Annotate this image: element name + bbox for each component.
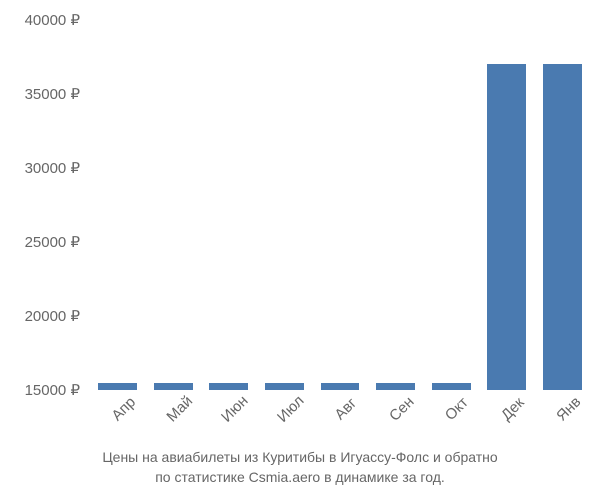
price-chart: 15000 ₽ 20000 ₽ 25000 ₽ 30000 ₽ 35000 ₽ 40000… [0, 0, 600, 500]
x-axis: АпрМайИюнИюлАвгСенОктДекЯнв [90, 395, 590, 445]
y-tick-label: 15000 ₽ [25, 381, 80, 399]
chart-caption: Цены на авиабилеты из Куритибы в Игуассу… [0, 448, 600, 487]
bar-wrap [368, 20, 424, 390]
bar-wrap [257, 20, 313, 390]
y-tick-label: 40000 ₽ [25, 11, 80, 29]
y-tick-label: 20000 ₽ [25, 307, 80, 325]
y-tick-label: 25000 ₽ [25, 233, 80, 251]
y-axis: 15000 ₽20000 ₽25000 ₽30000 ₽35000 ₽40000… [0, 20, 90, 390]
x-tick-label: Июн [209, 383, 278, 452]
bar-wrap [146, 20, 202, 390]
plot-area [90, 20, 590, 390]
caption-line-2: по статистике Csmia.aero в динамике за г… [0, 468, 600, 488]
bar-wrap [535, 20, 591, 390]
y-tick-label: 30000 ₽ [25, 159, 80, 177]
bar-wrap [423, 20, 479, 390]
x-tick-label: Янв [543, 383, 600, 452]
bars-group [90, 20, 590, 390]
x-tick-label: Апр [98, 383, 167, 452]
bar [487, 64, 526, 390]
y-tick-label: 35000 ₽ [25, 85, 80, 103]
caption-line-1: Цены на авиабилеты из Куритибы в Игуассу… [0, 448, 600, 468]
bar-wrap [312, 20, 368, 390]
bar-wrap [479, 20, 535, 390]
bar [543, 64, 582, 390]
x-tick-label: Дек [487, 383, 556, 452]
bar-wrap [90, 20, 146, 390]
bar-wrap [201, 20, 257, 390]
